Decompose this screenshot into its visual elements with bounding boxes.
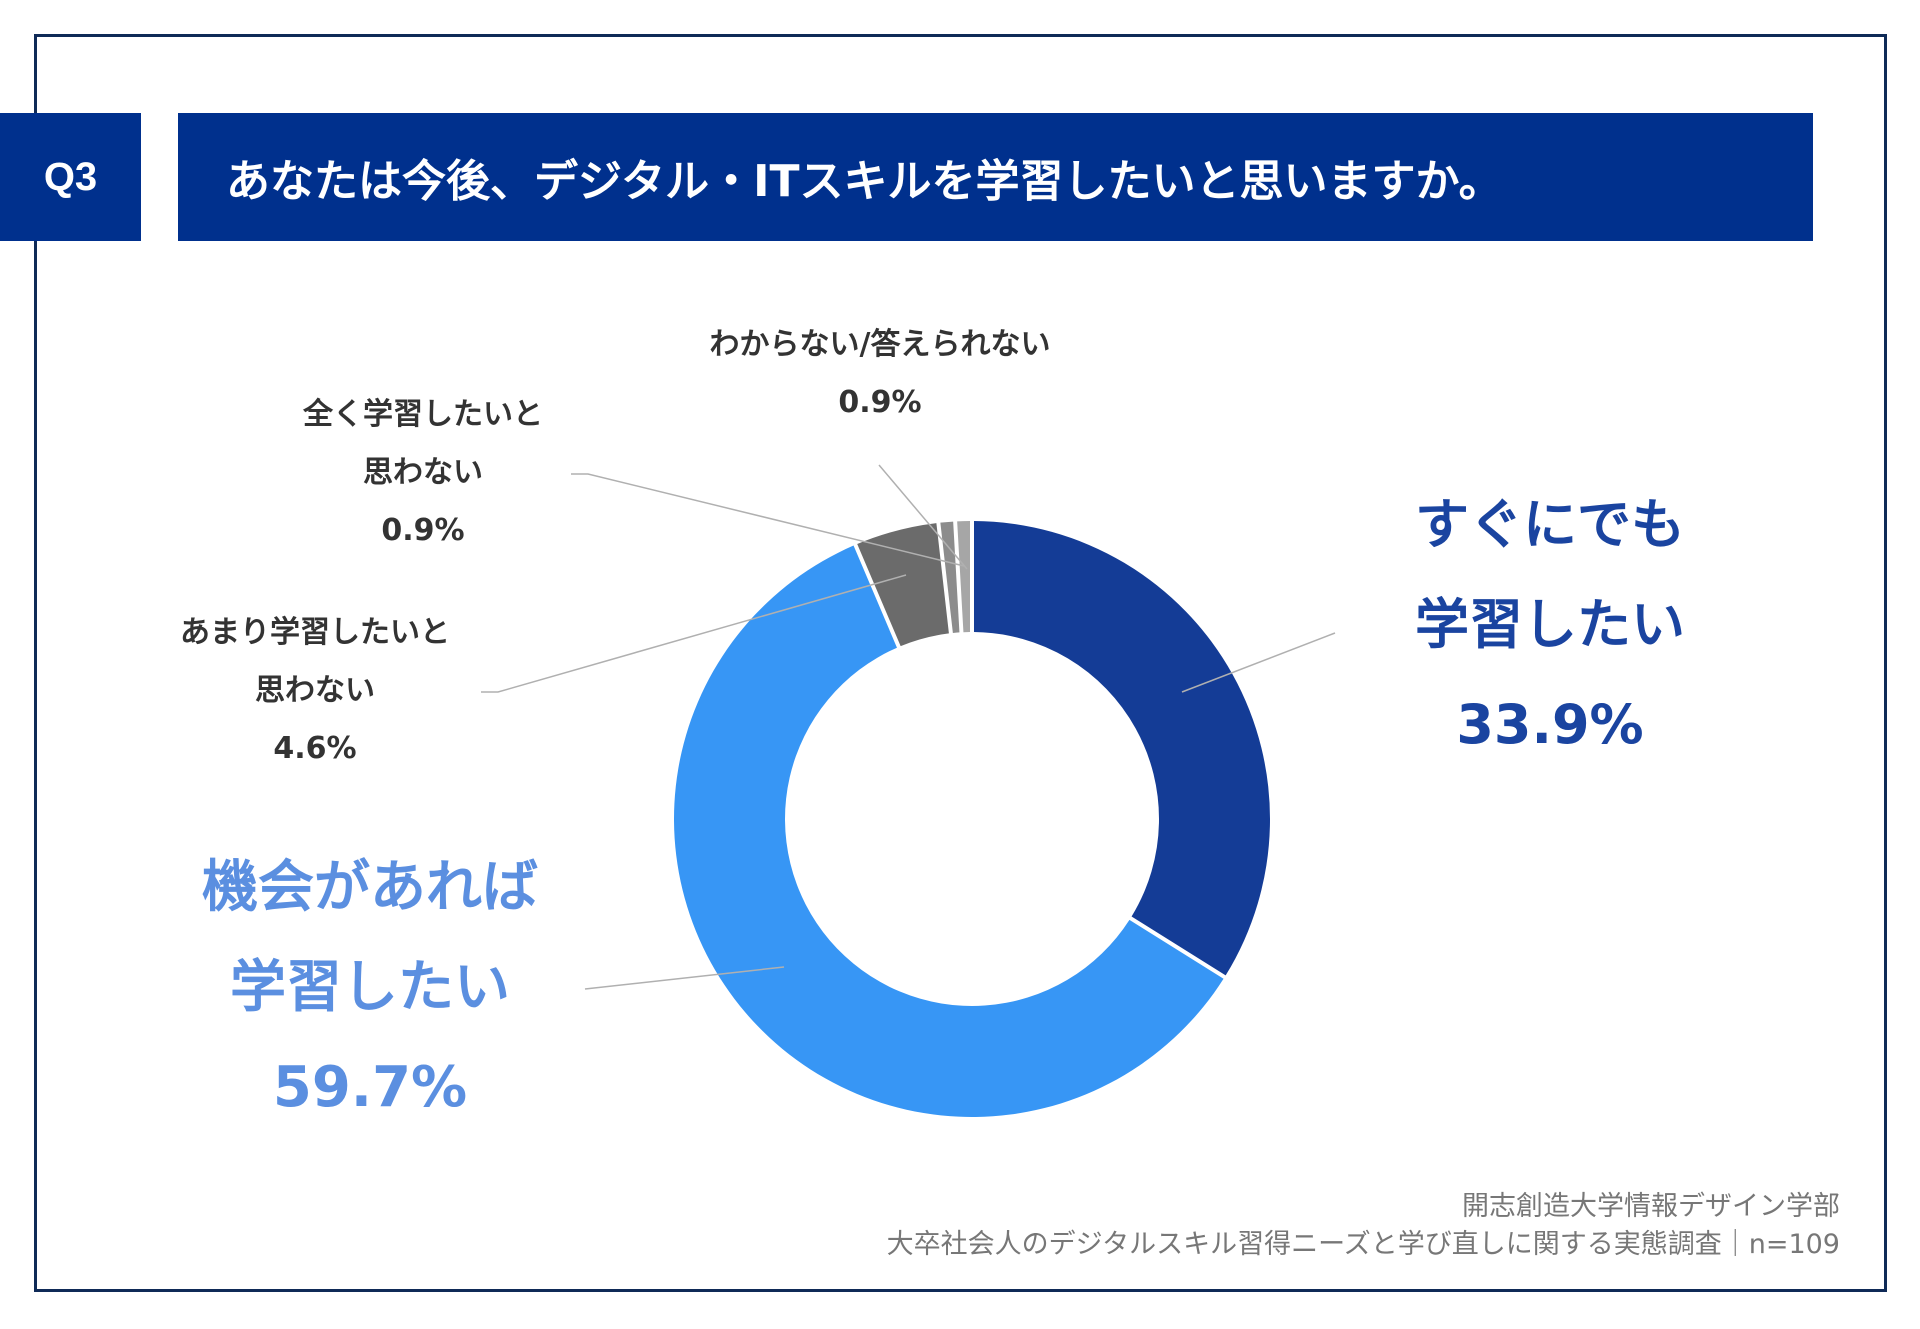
label-soon-value: 33.9% <box>1456 693 1644 756</box>
label-chance-line2: 学習したい <box>230 955 510 1020</box>
label-unknown-line1: わからない/答えられない <box>709 327 1051 362</box>
label-not-at-all-line2: 思わない <box>363 455 483 490</box>
source-footer: 開志創造大学情報デザイン学部 大卒社会人のデジタルスキル習得ニーズと学び直しに関… <box>887 1188 1840 1264</box>
question-title: あなたは今後、デジタル・ITスキルを学習したいと思いますか。 <box>226 156 1503 207</box>
slice-not-at-all <box>940 521 960 633</box>
chart-frame <box>34 34 1887 1292</box>
leader-line-chance <box>584 966 785 990</box>
slice-soon <box>973 521 1270 976</box>
slice-not-much <box>857 523 949 647</box>
leader-line-not-much <box>481 574 907 693</box>
slice-unknown <box>957 521 971 633</box>
footer-institution: 開志創造大学情報デザイン学部 <box>1462 1191 1840 1222</box>
label-chance: 機会があれば 学習したい 59.7% <box>170 860 570 1160</box>
label-not-much-value: 4.6% <box>273 731 357 766</box>
label-unknown-value: 0.9% <box>838 385 922 420</box>
label-not-much-line2: 思わない <box>255 673 375 708</box>
label-soon-line2: 学習したい <box>1415 593 1685 656</box>
label-not-much-line1: あまり学習したいと <box>180 615 450 650</box>
label-not-at-all: 全く学習したいと 思わない 0.9% <box>275 400 571 574</box>
slice-chance <box>674 545 1224 1117</box>
question-title-bar: あなたは今後、デジタル・ITスキルを学習したいと思いますか。 <box>178 113 1813 241</box>
label-not-at-all-value: 0.9% <box>381 513 465 548</box>
label-chance-value: 59.7% <box>272 1055 468 1120</box>
label-not-much: あまり学習したいと 思わない 4.6% <box>150 618 480 792</box>
footer-survey: 大卒社会人のデジタルスキル習得ニーズと学び直しに関する実態調査｜n=109 <box>886 1229 1840 1260</box>
leader-line-soon <box>1181 632 1336 693</box>
label-not-at-all-line1: 全く学習したいと <box>303 397 543 432</box>
donut-slices <box>674 521 1270 1117</box>
label-soon-line1: すぐにでも <box>1415 493 1685 556</box>
label-unknown: わからない/答えられない 0.9% <box>670 330 1090 446</box>
leader-line-unknown <box>878 464 968 570</box>
label-soon: すぐにでも 学習したい 33.9% <box>1380 498 1720 798</box>
question-number-badge: Q3 <box>0 113 141 241</box>
leader-lines <box>481 464 1336 990</box>
label-chance-line1: 機会があれば <box>202 855 538 920</box>
leader-line-not-at-all <box>571 473 965 567</box>
question-number: Q3 <box>43 154 98 199</box>
